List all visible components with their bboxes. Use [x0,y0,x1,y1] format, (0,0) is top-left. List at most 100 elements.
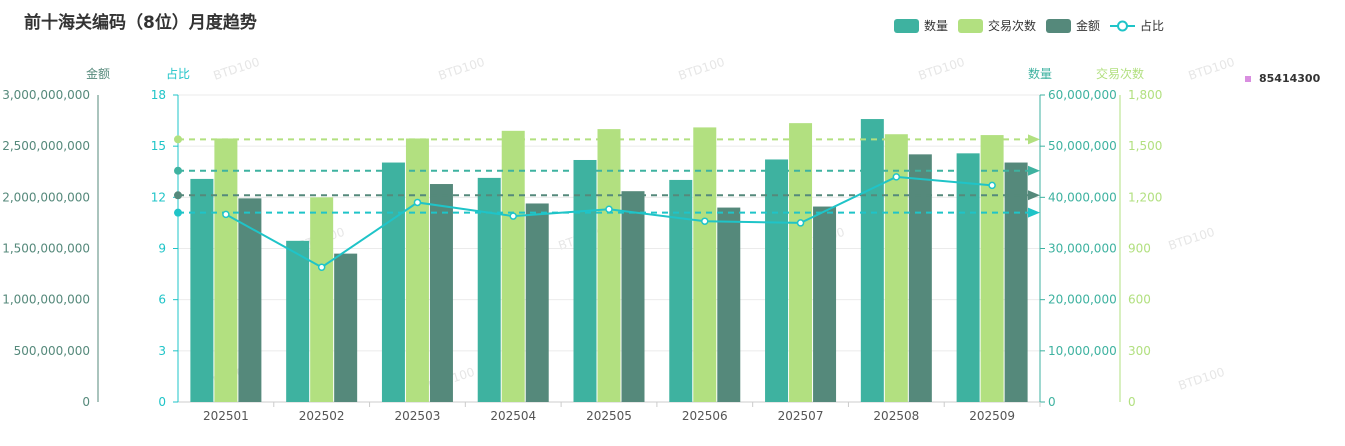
side-series-value: 85414300 [1259,72,1321,85]
bar-交易次数-202503 [405,138,429,402]
line-point-202507 [796,219,805,227]
average-line-arrow [1028,207,1040,218]
legend-line-share-icon [1110,20,1136,31]
x-axis-tick-label: 202505 [586,409,632,423]
bar-数量-202504 [477,177,501,402]
line-point-202508 [892,173,901,181]
bar-数量-202502 [286,240,310,402]
bar-交易次数-202507 [789,123,813,403]
axis-tick-label: 1,500 [1128,139,1162,153]
watermark-text: BTD100 [1187,55,1237,83]
bar-金额-202501 [238,198,262,402]
chart-legend: 数量 交易次数 金额 占比 [894,17,1164,34]
axis-title: 占比 [166,66,190,81]
axis-tick-label: 40,000,000 [1048,190,1117,204]
x-axis-tick-label: 202503 [395,409,441,423]
bar-数量-202509 [956,153,980,402]
line-point-202503 [413,198,422,207]
axis-tick-label: 500,000,000 [14,344,90,358]
side-series-dot [1245,75,1251,82]
watermark-text: BTD100 [437,55,487,83]
legend-label-amount: 金额 [1076,19,1101,33]
line-point-202506 [701,217,709,225]
bar-数量-202508 [860,119,884,402]
bar-数量-202507 [765,159,789,402]
axis-tick-label: 6 [158,293,166,307]
line-point-202509 [988,181,996,190]
watermark-text: BTD100 [1177,365,1227,393]
axis-tick-label: 9 [158,242,166,256]
average-line-start-marker [174,166,182,175]
axis-tick-label: 50,000,000 [1048,139,1117,153]
average-line-arrow [1028,190,1040,201]
legend-label-share: 占比 [1140,19,1165,33]
axis-tick-label: 3 [158,344,166,358]
axis-tick-label: 20,000,000 [1048,293,1117,307]
legend-label-quantity: 数量 [924,19,949,33]
x-axis-tick-label: 202506 [682,409,728,423]
bar-金额-202505 [621,191,645,402]
axis-tick-label: 60,000,000 [1048,88,1117,102]
bar-金额-202507 [813,206,837,402]
axis-title: 金额 [86,66,110,81]
axis-tick-label: 1,800 [1128,88,1162,102]
axis-tick-label: 0 [1128,395,1136,409]
legend-item-share[interactable]: 占比 [1110,17,1164,34]
watermark-text: BTD100 [212,55,262,83]
bar-数量-202503 [381,162,405,402]
line-point-202504 [509,212,517,220]
average-line-start-marker [174,191,182,200]
axis-tick-label: 300 [1128,344,1151,358]
average-line-arrow [1028,165,1040,176]
watermark-text: BTD100 [677,55,727,83]
axis-tick-label: 0 [82,395,90,409]
axis-tick-label: 30,000,000 [1048,242,1117,256]
average-line-start-marker [174,208,182,217]
watermark-text: BTD100 [1167,225,1217,253]
bar-交易次数-202508 [884,134,908,402]
bar-金额-202502 [334,253,358,402]
line-point-202502 [317,263,326,272]
side-series-label[interactable]: 85414300 [1245,72,1320,85]
bar-交易次数-202509 [980,135,1004,402]
bar-交易次数-202501 [214,138,238,402]
legend-label-transactions: 交易次数 [988,19,1037,33]
x-axis-tick-label: 202509 [969,409,1015,423]
bar-金额-202504 [525,203,549,402]
line-point-202501 [222,210,230,219]
legend-swatch-amount [1046,18,1072,33]
axis-tick-label: 0 [1048,395,1056,409]
bar-金额-202503 [429,184,453,402]
axis-tick-label: 1,200 [1128,190,1162,204]
axis-title: 交易次数 [1096,66,1144,81]
axis-tick-label: 3,000,000,000 [2,88,90,102]
bar-交易次数-202505 [597,129,621,402]
chart-title: 前十海关编码（8位）月度趋势 [24,13,257,33]
axis-tick-label: 2,500,000,000 [2,139,90,153]
axis-tick-label: 2,000,000,000 [2,190,90,204]
axis-tick-label: 0 [158,395,166,409]
bar-数量-202505 [573,159,597,402]
bar-交易次数-202504 [501,130,525,403]
legend-item-amount[interactable]: 金额 [1046,17,1100,34]
legend-swatch-quantity [894,18,919,33]
x-axis-tick-label: 202507 [778,409,824,423]
axis-tick-label: 600 [1128,293,1151,307]
bar-交易次数-202502 [310,197,334,402]
average-line-start-marker [174,135,182,144]
x-axis-tick-label: 202504 [490,409,536,423]
watermark-text: BTD100 [917,55,967,83]
axis-tick-label: 12 [151,190,166,204]
line-point-202505 [605,205,613,214]
axis-title: 数量 [1028,66,1052,81]
bar-金额-202509 [1004,162,1028,402]
axis-tick-label: 18 [151,88,166,102]
axis-tick-label: 10,000,000 [1048,344,1117,358]
bar-数量-202506 [669,179,693,402]
legend-item-transactions[interactable]: 交易次数 [958,17,1036,34]
x-axis-tick-label: 202502 [299,409,345,423]
legend-item-quantity[interactable]: 数量 [894,17,948,34]
bar-数量-202501 [190,178,214,402]
average-line-arrow [1028,134,1040,145]
